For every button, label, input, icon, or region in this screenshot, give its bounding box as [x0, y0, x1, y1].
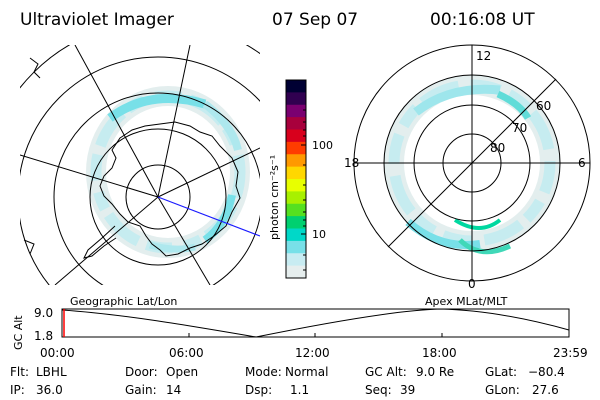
info-door-key: Door: — [125, 365, 158, 379]
info-flt-key: Flt: — [10, 365, 29, 379]
geographic-map-label: Geographic Lat/Lon — [70, 295, 178, 308]
colorbar-band — [286, 104, 306, 118]
info-dsp-key: Dsp: — [245, 383, 273, 397]
mlt-label-18: 18 — [344, 156, 359, 170]
colorbar-tick-100: 100 — [312, 139, 333, 152]
info-seq-value: 39 — [400, 383, 416, 397]
magnetic-map-label: Apex MLat/MLT — [425, 295, 508, 308]
colorbar-band — [286, 80, 306, 93]
colorbar-band — [286, 92, 306, 106]
altitude-y-tick-high: 9.0 — [34, 306, 53, 320]
colorbar-band — [286, 154, 306, 168]
colorbar-band — [286, 129, 306, 143]
colorbar-frame — [285, 79, 307, 279]
info-ip-key: IP: — [10, 383, 25, 397]
island-coast — [29, 57, 41, 79]
info-gain-key: Gain: — [125, 383, 157, 397]
sun-direction-line — [157, 196, 260, 237]
geographic-map — [20, 45, 260, 285]
info-gcalt-value: 9.0 Re — [416, 365, 455, 379]
colorbar-band — [286, 240, 306, 254]
altitude-curve — [61, 308, 570, 338]
info-dsp-value: 1.1 — [290, 383, 310, 397]
info-ip-value: 36.0 — [36, 383, 63, 397]
mlat-label-70: 70 — [512, 121, 527, 135]
colorbar-band — [286, 216, 306, 229]
instrument-title: Ultraviolet Imager — [20, 10, 174, 30]
magnetic-map: 12 18 6 0 60 70 80 — [344, 44, 591, 291]
info-glat-key: GLat: — [485, 365, 518, 379]
colorbar-band — [286, 253, 306, 267]
meridians — [20, 45, 260, 285]
info-seq-key: Seq: — [365, 383, 392, 397]
altitude-x-tick-1800: 18:00 — [422, 346, 457, 360]
colorbar-band — [286, 117, 306, 130]
colorbar-band — [286, 203, 306, 217]
island-coast — [23, 239, 35, 255]
info-mode-key: Mode: — [245, 365, 282, 379]
altitude-x-ticks — [61, 333, 570, 337]
info-door-value: Open — [166, 365, 199, 379]
peninsula-coast — [83, 225, 117, 259]
altitude-axis-label: GC Alt — [12, 315, 25, 350]
colorbar-band — [286, 141, 306, 155]
mlt-label-12: 12 — [476, 49, 491, 63]
info-glon-key: GLon: — [485, 383, 520, 397]
mlt-meridians — [354, 45, 590, 281]
colorbar-unit-label: photon cm⁻²s⁻¹ — [268, 155, 281, 240]
info-gcalt-key: GC Alt: — [365, 365, 407, 379]
colorbar-gradient — [286, 80, 306, 279]
info-flt-value: LBHL — [36, 365, 67, 379]
altitude-x-tick-2359: 23:59 — [553, 346, 588, 360]
altitude-y-tick-low: 1.8 — [34, 329, 53, 343]
info-gain-value: 14 — [166, 383, 182, 397]
colorbar-band — [286, 166, 306, 180]
colorbar-band — [286, 179, 306, 192]
colorbar-tick-10: 10 — [312, 228, 326, 241]
mlat-label-80: 80 — [490, 141, 505, 155]
colorbar-band — [286, 228, 306, 242]
mlt-label-0: 0 — [468, 277, 476, 291]
observation-time: 00:16:08 UT — [430, 10, 535, 30]
mlat-label-60: 60 — [536, 99, 551, 113]
colorbar-band — [286, 265, 306, 279]
info-glat-value: −80.4 — [528, 365, 565, 379]
colorbar-band — [286, 191, 306, 205]
coastline — [99, 121, 241, 257]
info-glon-value: 27.6 — [532, 383, 559, 397]
info-mode-value: Normal — [285, 365, 329, 379]
intensity-colorbar: 100 10 photon cm⁻²s⁻¹ — [268, 79, 333, 279]
altitude-x-tick-1200: 12:00 — [295, 346, 330, 360]
altitude-x-tick-0600: 06:00 — [169, 346, 204, 360]
observation-date: 07 Sep 07 — [272, 10, 359, 30]
mlt-label-6: 6 — [578, 156, 586, 170]
altitude-plot: 9.0 1.8 GC Alt 00:00 06:00 12:00 18:00 2… — [12, 306, 588, 360]
colorbar-ticks — [301, 109, 306, 271]
altitude-x-tick-0000: 00:00 — [40, 346, 75, 360]
latitude-circles — [20, 45, 260, 285]
